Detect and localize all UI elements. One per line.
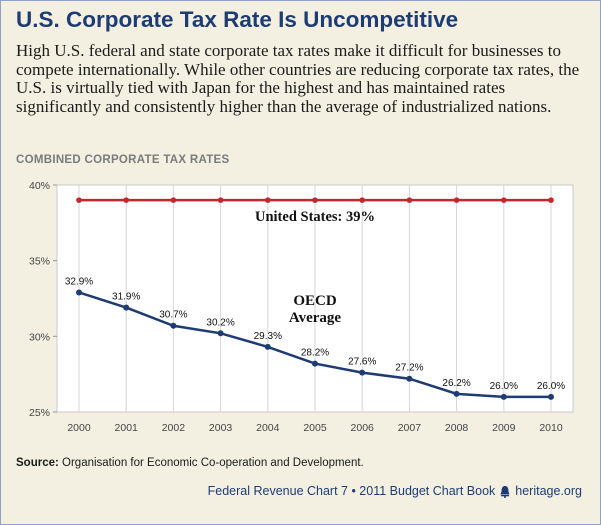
x-tick-label: 2001 (115, 422, 139, 434)
source-text: Organisation for Economic Co-operation a… (58, 457, 364, 469)
source-note: Source: Organisation for Economic Co-ope… (16, 457, 591, 469)
footer: Federal Revenue Chart 7 • 2011 Budget Ch… (208, 484, 582, 498)
y-tick-label: 25% (29, 407, 50, 419)
us-point (217, 197, 224, 203)
us-point (548, 197, 554, 203)
footer-text: Federal Revenue Chart 7 • 2011 Budget Ch… (207, 484, 496, 498)
oecd-data-label: 30.7% (159, 310, 187, 321)
oecd-point (264, 343, 271, 350)
y-tick-label: 40% (29, 180, 50, 192)
x-tick-label: 2002 (162, 422, 186, 434)
chart-subhead: COMBINED CORPORATE TAX RATES (16, 154, 230, 166)
oecd-point (500, 393, 507, 400)
us-series (76, 197, 554, 203)
oecd-data-label: 27.6% (348, 357, 376, 368)
oecd-annotation-line1: OECD (293, 293, 337, 309)
x-tick-label: 2004 (256, 422, 280, 434)
oecd-data-label: 32.9% (65, 276, 93, 287)
oecd-point (312, 360, 318, 367)
oecd-data-label: 26.0% (537, 381, 565, 392)
us-point (123, 197, 129, 203)
heritage-link[interactable]: heritage.org (515, 484, 582, 498)
oecd-series (76, 289, 554, 400)
x-tick-label: 2008 (445, 422, 469, 434)
oecd-point (76, 289, 82, 296)
us-point (265, 197, 271, 203)
chart-axes: 25% 30% 35% 40% 2000 2001 2002 2003 2004 2005 2006… (29, 180, 563, 434)
bell-icon (500, 485, 510, 498)
us-point (406, 197, 413, 203)
page-title: U.S. Corporate Tax Rate Is Uncompetitive (16, 7, 459, 32)
us-point (501, 197, 507, 203)
us-point (76, 197, 82, 203)
source-label: Source: (16, 457, 59, 469)
y-tick-label: 35% (29, 256, 50, 268)
oecd-point (548, 393, 554, 400)
x-tick-label: 2003 (209, 422, 233, 434)
oecd-point (406, 375, 413, 382)
us-point (170, 197, 177, 203)
oecd-data-label: 27.2% (395, 363, 423, 374)
x-tick-label: 2006 (351, 422, 375, 434)
us-point (453, 197, 460, 203)
oecd-point (170, 322, 177, 329)
oecd-data-label: 26.0% (490, 381, 518, 392)
us-annotation: United States: 39% (255, 209, 375, 225)
intro-paragraph: High U.S. federal and state corporate ta… (16, 41, 580, 116)
oecd-data-label: 28.2% (301, 348, 329, 359)
oecd-data-label: 31.9% (112, 292, 140, 303)
x-tick-label: 2007 (398, 422, 422, 434)
oecd-data-label: 26.2% (442, 378, 470, 389)
oecd-point (217, 330, 224, 337)
oecd-annotation-line2: Average (289, 310, 342, 326)
chart-labels: 32.9% 31.9% 30.7% 30.2% 29.3% 28.2% 27.6% 27.2%… (65, 209, 565, 392)
oecd-point (123, 304, 130, 311)
y-tick-label: 30% (29, 331, 50, 343)
x-tick-label: 2000 (67, 422, 91, 434)
oecd-point (359, 369, 366, 376)
tax-rate-chart: 25% 30% 35% 40% 2000 2001 2002 2003 2004 2005 2006… (29, 180, 574, 434)
us-point (312, 197, 318, 203)
x-tick-label: 2010 (539, 422, 563, 434)
oecd-point (453, 390, 460, 397)
us-point (359, 197, 366, 203)
x-tick-label: 2005 (303, 422, 327, 434)
chart-grid (56, 184, 574, 413)
oecd-data-label: 29.3% (254, 331, 282, 342)
x-tick-label: 2009 (492, 422, 516, 434)
oecd-data-label: 30.2% (206, 317, 234, 328)
